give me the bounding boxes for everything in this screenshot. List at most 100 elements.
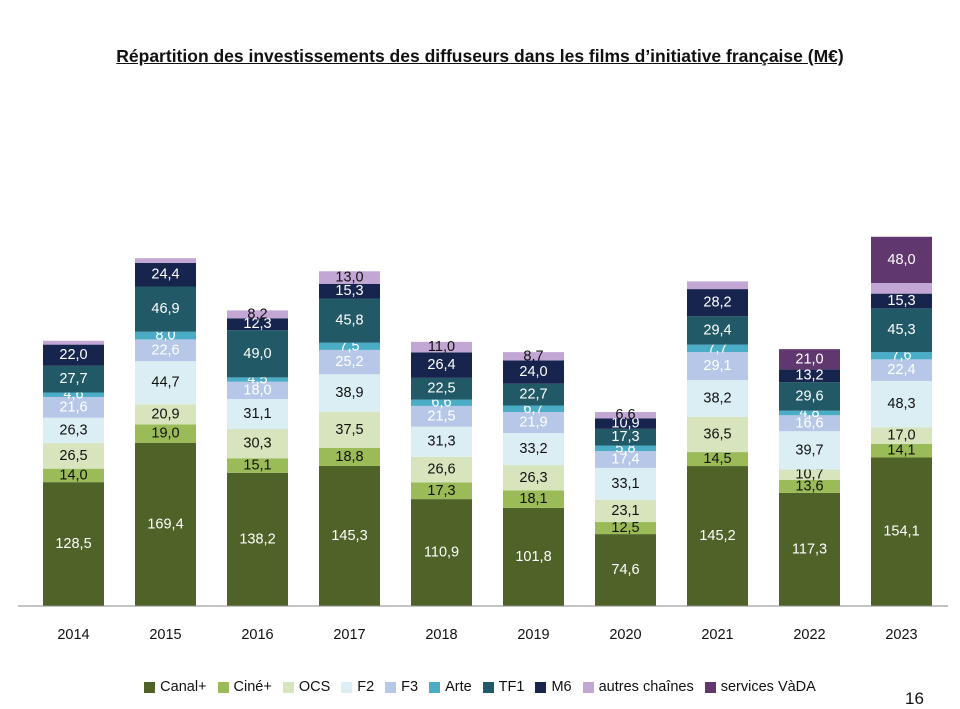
- bar-segment: [227, 399, 288, 430]
- bar-segment: [135, 331, 196, 340]
- bar-segment: [871, 283, 932, 294]
- bar-segment: [871, 457, 932, 606]
- data-label: 31,3: [427, 434, 455, 450]
- data-label: 17,3: [427, 483, 455, 499]
- data-label: 14,1: [887, 443, 915, 459]
- bar-segment: [503, 507, 564, 606]
- data-label: 11,0: [428, 339, 455, 355]
- legend-swatch: [144, 681, 156, 693]
- bar-segment: [135, 339, 196, 362]
- bar-segment: [411, 426, 472, 457]
- data-label: 138,2: [239, 531, 275, 547]
- bar-segment: [227, 381, 288, 400]
- legend-item: F2: [341, 679, 374, 695]
- data-label: 48,3: [887, 396, 915, 412]
- data-label: 101,8: [515, 549, 551, 565]
- data-label: 18,8: [335, 449, 363, 465]
- bar-segment: [503, 352, 564, 361]
- data-label: 31,1: [243, 406, 271, 422]
- bar-segment: [227, 318, 288, 331]
- bar-segment: [411, 341, 472, 353]
- data-label: 27,7: [59, 371, 87, 387]
- bar-segment: [227, 472, 288, 606]
- bar-segment: [871, 308, 932, 353]
- bar-segment: [687, 344, 748, 353]
- chart-title: Répartition des investissements des diff…: [116, 46, 844, 66]
- bar-segment: [871, 236, 932, 284]
- data-label: 128,5: [55, 536, 91, 552]
- data-label: 117,3: [792, 541, 827, 557]
- bar-segment: [595, 522, 656, 535]
- bars-layer: 128,514,026,526,321,64,627,722,0169,419,…: [43, 236, 932, 606]
- bar-segment: [135, 258, 196, 263]
- bar-segment: [43, 365, 104, 393]
- data-label: 24,0: [519, 364, 547, 380]
- data-label: 26,3: [519, 470, 547, 486]
- data-label: 29,6: [795, 388, 823, 404]
- bar-segment: [411, 377, 472, 400]
- legend-label: M6: [551, 679, 572, 695]
- legend-item: M6: [535, 679, 572, 695]
- bar-segment: [227, 310, 288, 319]
- data-label: 30,3: [243, 436, 271, 452]
- data-label: 15,3: [335, 283, 363, 299]
- bar-segment: [687, 352, 748, 381]
- legend-label: TF1: [498, 679, 525, 695]
- legend-swatch: [582, 681, 594, 693]
- legend-item: services VàDA: [704, 679, 816, 695]
- bar-segment: [687, 466, 748, 606]
- bar-segment: [411, 456, 472, 483]
- data-label: 21,5: [427, 408, 455, 424]
- bar-segment: [503, 383, 564, 406]
- data-label: 45,8: [335, 313, 363, 329]
- data-label: 15,3: [887, 293, 915, 309]
- bar-segment: [411, 405, 472, 427]
- bar-segment: [871, 443, 932, 458]
- legend-label: F3: [401, 679, 419, 695]
- bar-segment: [871, 352, 932, 360]
- data-label: 44,7: [151, 375, 179, 391]
- bar-segment: [135, 442, 196, 606]
- bar-segment: [871, 293, 932, 309]
- legend-label: Ciné+: [233, 679, 272, 695]
- legend-item: Ciné+: [217, 679, 272, 695]
- data-label: 12,3: [243, 316, 271, 332]
- bar-segment: [871, 427, 932, 444]
- bar-segment: [503, 433, 564, 466]
- bar-segment: [43, 417, 104, 444]
- data-label: 38,9: [335, 385, 363, 401]
- x-tick-label: 2023: [885, 627, 917, 643]
- legend-item: Arte: [429, 679, 472, 695]
- data-label: 21,9: [519, 415, 547, 431]
- data-label: 26,3: [59, 422, 87, 438]
- bar-segment: [43, 344, 104, 366]
- legend-label: Arte: [445, 679, 472, 695]
- bar-segment: [779, 382, 840, 411]
- data-label: 8,7: [523, 348, 543, 364]
- data-label: 28,2: [703, 295, 731, 311]
- legend-label: F2: [357, 679, 375, 695]
- bar-segment: [779, 369, 840, 383]
- bar-segment: [411, 399, 472, 406]
- data-label: 22,5: [427, 381, 455, 397]
- x-tick-label: 2016: [241, 627, 273, 643]
- data-label: 36,5: [703, 426, 731, 442]
- bar-segment: [319, 298, 380, 343]
- bar-segment: [779, 349, 840, 370]
- bar-segment: [43, 396, 104, 418]
- data-label: 26,5: [59, 448, 87, 464]
- bar-segment: [503, 411, 564, 434]
- data-label: 12,5: [611, 520, 639, 536]
- x-tick-label: 2017: [333, 627, 365, 643]
- data-label: 46,9: [151, 301, 179, 317]
- bar-segment: [319, 349, 380, 375]
- legend-swatch: [704, 681, 716, 693]
- bar-segment: [43, 482, 104, 606]
- bar-segment: [595, 534, 656, 606]
- data-label: 16,6: [795, 415, 823, 431]
- bar-segment: [779, 479, 840, 493]
- data-label: 20,9: [151, 406, 179, 422]
- data-label: 169,4: [147, 516, 183, 532]
- data-label: 10,7: [795, 467, 823, 483]
- bar-segment: [871, 380, 932, 428]
